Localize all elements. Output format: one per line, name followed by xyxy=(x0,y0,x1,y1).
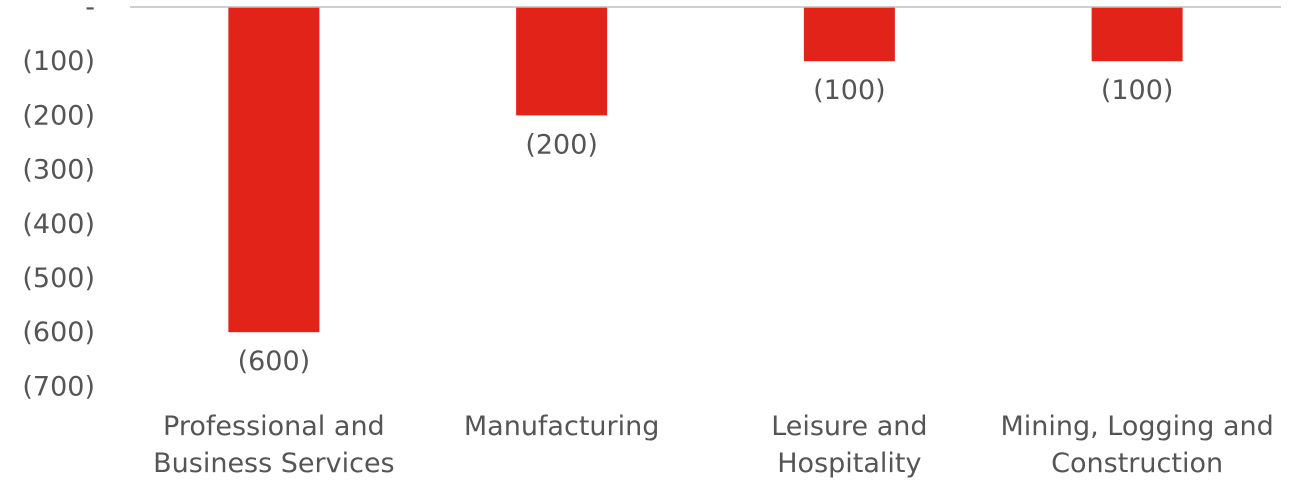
category-label-line: Manufacturing xyxy=(464,411,660,442)
category-label-line: Construction xyxy=(1051,448,1223,479)
category-label-line: Leisure and xyxy=(771,411,927,442)
y-axis: - (100) (200) (300) (400) (500) (600) (700) xyxy=(22,0,95,402)
category-label: Leisure and Hospitality xyxy=(771,411,927,479)
bar xyxy=(803,7,895,62)
data-label: (600) xyxy=(238,346,311,377)
data-label: (100) xyxy=(1101,75,1174,106)
y-tick-label: (100) xyxy=(22,46,95,77)
category-label-line: Mining, Logging and xyxy=(1000,411,1273,442)
y-tick-label: (700) xyxy=(22,371,95,402)
y-tick-label: - xyxy=(85,0,95,23)
y-tick-label: (300) xyxy=(22,155,95,186)
category-label-line: Hospitality xyxy=(777,448,921,479)
data-labels: (600) (200) (100) (100) xyxy=(238,75,1174,377)
category-label-line: Business Services xyxy=(153,448,395,479)
category-label-line: Professional and xyxy=(163,411,385,442)
y-tick-label: (200) xyxy=(22,100,95,131)
category-label: Professional and Business Services xyxy=(153,411,395,479)
category-label: Mining, Logging and Construction xyxy=(1000,411,1273,479)
bar xyxy=(228,7,320,333)
bars xyxy=(228,7,1183,333)
x-axis: Professional and Business Services Manufac… xyxy=(153,411,1274,479)
data-label: (200) xyxy=(525,129,598,160)
y-tick-label: (400) xyxy=(22,209,95,240)
category-label: Manufacturing xyxy=(464,411,660,442)
y-tick-label: (600) xyxy=(22,317,95,348)
data-label: (100) xyxy=(813,75,886,106)
bar xyxy=(516,7,608,116)
bar xyxy=(1091,7,1183,62)
y-tick-label: (500) xyxy=(22,263,95,294)
